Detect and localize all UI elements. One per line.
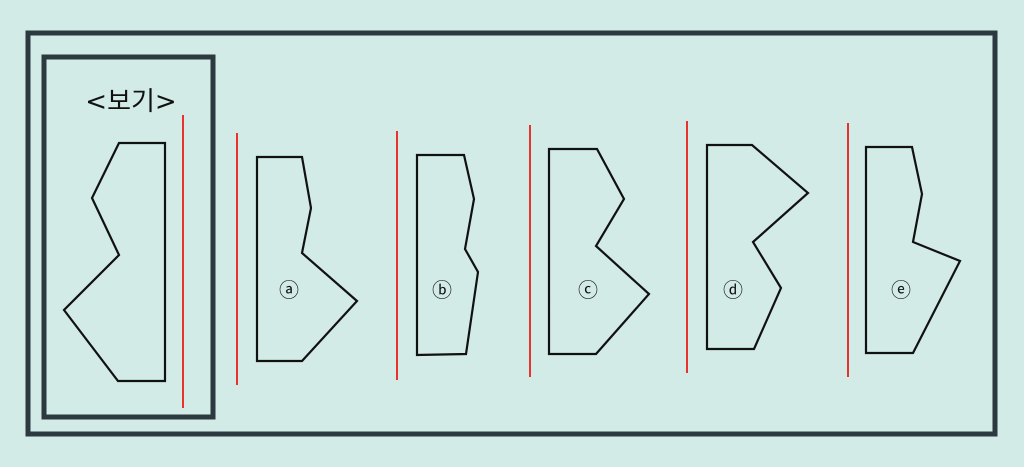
reference-panel-title: <보기> bbox=[85, 87, 176, 117]
outer-frame bbox=[25, 30, 998, 437]
choice-e-label: ⓔ bbox=[891, 278, 911, 302]
choice-b-label: ⓑ bbox=[432, 278, 452, 302]
reference-panel-frame bbox=[41, 54, 216, 420]
choice-b-shape bbox=[415, 153, 480, 357]
choice-b[interactable]: ⓑ bbox=[396, 131, 480, 380]
choice-e[interactable]: ⓔ bbox=[847, 123, 962, 377]
choice-c-shape bbox=[547, 147, 651, 356]
choice-a-label: ⓐ bbox=[279, 278, 299, 302]
choice-c-label: ⓒ bbox=[578, 278, 598, 302]
choice-d[interactable]: ⓓ bbox=[686, 121, 810, 373]
choice-e-shape bbox=[864, 145, 962, 355]
choice-a-shape bbox=[255, 155, 359, 363]
choice-a[interactable]: ⓐ bbox=[236, 133, 359, 385]
choice-d-shape bbox=[705, 143, 810, 351]
reference-shape bbox=[62, 141, 167, 383]
choice-c[interactable]: ⓒ bbox=[529, 125, 651, 377]
choice-d-label: ⓓ bbox=[723, 278, 743, 302]
